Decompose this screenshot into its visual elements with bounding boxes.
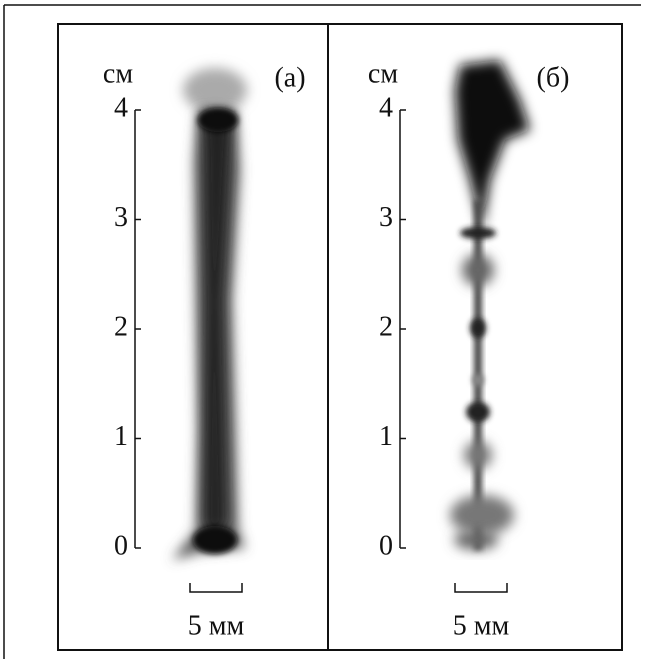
discharge-image-a: [172, 68, 247, 560]
tick-label: 3: [114, 202, 128, 233]
tick-label: 2: [379, 311, 393, 342]
discharge-image-b: [450, 60, 530, 550]
scale-bar-label: 5 мм: [188, 610, 245, 641]
axis-unit: см: [103, 58, 133, 89]
panel-label: (б): [537, 62, 570, 93]
panel-frame: [58, 24, 622, 650]
scale-bar-label: 5 мм: [453, 610, 510, 641]
axis-unit: см: [368, 58, 398, 89]
figure: 01234см(а)5 мм01234см(б)5 мм: [0, 0, 645, 663]
tick-label: 1: [114, 421, 128, 452]
tick-label: 1: [379, 421, 393, 452]
tick-label: 0: [114, 530, 128, 561]
scale-bar: [455, 583, 507, 592]
scale-bar: [190, 583, 242, 592]
tick-label: 0: [379, 530, 393, 561]
panel-label: (а): [274, 62, 305, 93]
tick-label: 2: [114, 311, 128, 342]
tick-label: 4: [379, 92, 393, 123]
tick-label: 4: [114, 92, 128, 123]
tick-label: 3: [379, 202, 393, 233]
